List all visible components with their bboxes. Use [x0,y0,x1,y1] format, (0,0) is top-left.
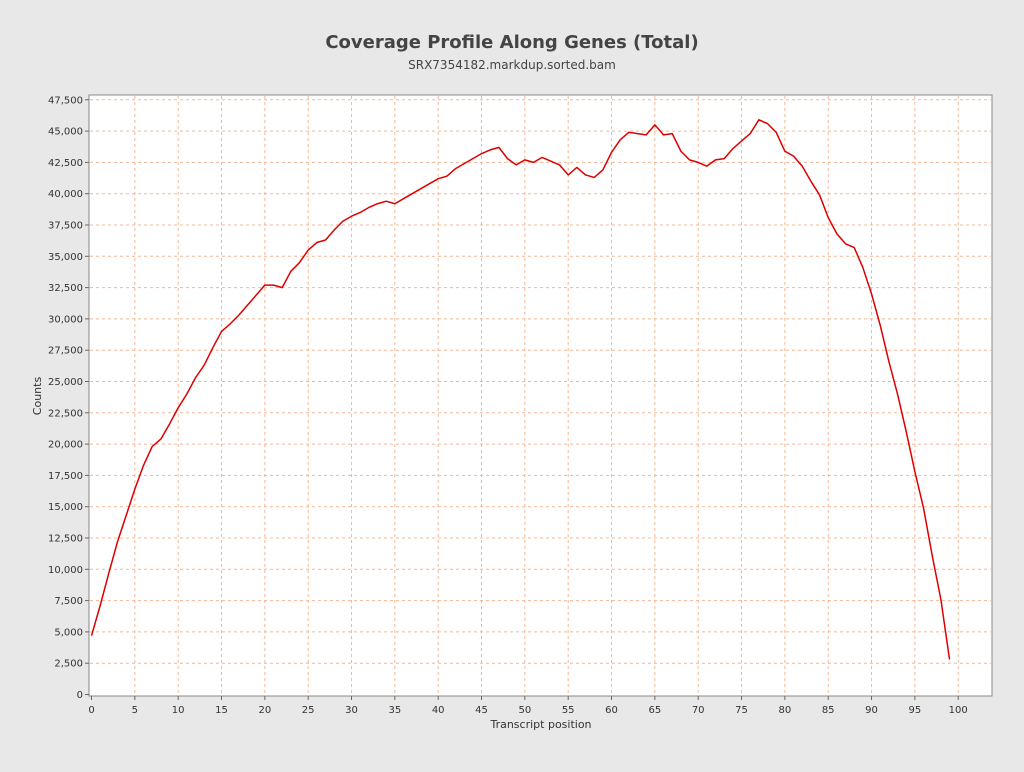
x-tick-label: 45 [475,705,488,716]
x-tick-label: 55 [562,705,575,716]
series-layer [90,119,951,660]
x-tick-label: 30 [345,705,358,716]
coverage-series-line [90,119,951,660]
x-tick-label: 40 [432,705,445,716]
chart-title: Coverage Profile Along Genes (Total) [325,32,698,53]
y-tick-label: 12,500 [48,534,83,545]
x-tick-label: 15 [215,705,228,716]
x-tick-label: 20 [258,705,271,716]
x-tick-label: 80 [778,705,791,716]
y-tick-label: 10,000 [48,565,83,576]
x-tick-label: 10 [172,705,185,716]
y-tick-label: 30,000 [48,314,83,325]
y-tick-label: 35,000 [48,252,83,263]
y-tick-label: 42,500 [48,158,83,169]
x-tick-label: 35 [388,705,401,716]
y-axis-label: Counts [31,377,44,416]
y-tick-label: 20,000 [48,440,83,451]
chart-subtitle: SRX7354182.markdup.sorted.bam [408,58,616,72]
x-tick-label: 90 [865,705,878,716]
x-tick-label: 65 [648,705,661,716]
y-tick-label: 2,500 [54,659,83,670]
y-tick-label: 47,500 [48,95,83,106]
axes: 0 5 10 15 20 25 30 35 40 45 50 55 60 65 70 75 80 85 90 95 10… [48,95,968,716]
y-tick-label: 37,500 [48,221,83,232]
x-tick-label: 85 [822,705,835,716]
x-tick-label: 75 [735,705,748,716]
x-tick-label: 100 [949,705,968,716]
y-tick-label: 22,500 [48,408,83,419]
y-tick-label: 45,000 [48,127,83,138]
y-tick-label: 5,000 [54,627,83,638]
x-tick-label: 60 [605,705,618,716]
y-tick-label: 40,000 [48,189,83,200]
y-tick-label: 7,500 [54,596,83,607]
x-axis-label: Transcript position [489,718,591,731]
y-tick-label: 17,500 [48,471,83,482]
x-tick-label: 25 [302,705,315,716]
x-tick-label: 50 [518,705,531,716]
x-tick-label: 70 [692,705,705,716]
y-tick-label: 27,500 [48,346,83,357]
grid-lines [90,96,991,695]
y-tick-label: 15,000 [48,502,83,513]
y-tick-label: 25,000 [48,377,83,388]
y-tick-label: 32,500 [48,283,83,294]
y-tick-label: 0 [77,690,83,701]
x-tick-label: 5 [132,705,138,716]
x-tick-label: 0 [88,705,94,716]
plot-area [88,94,993,697]
x-tick-label: 95 [908,705,921,716]
